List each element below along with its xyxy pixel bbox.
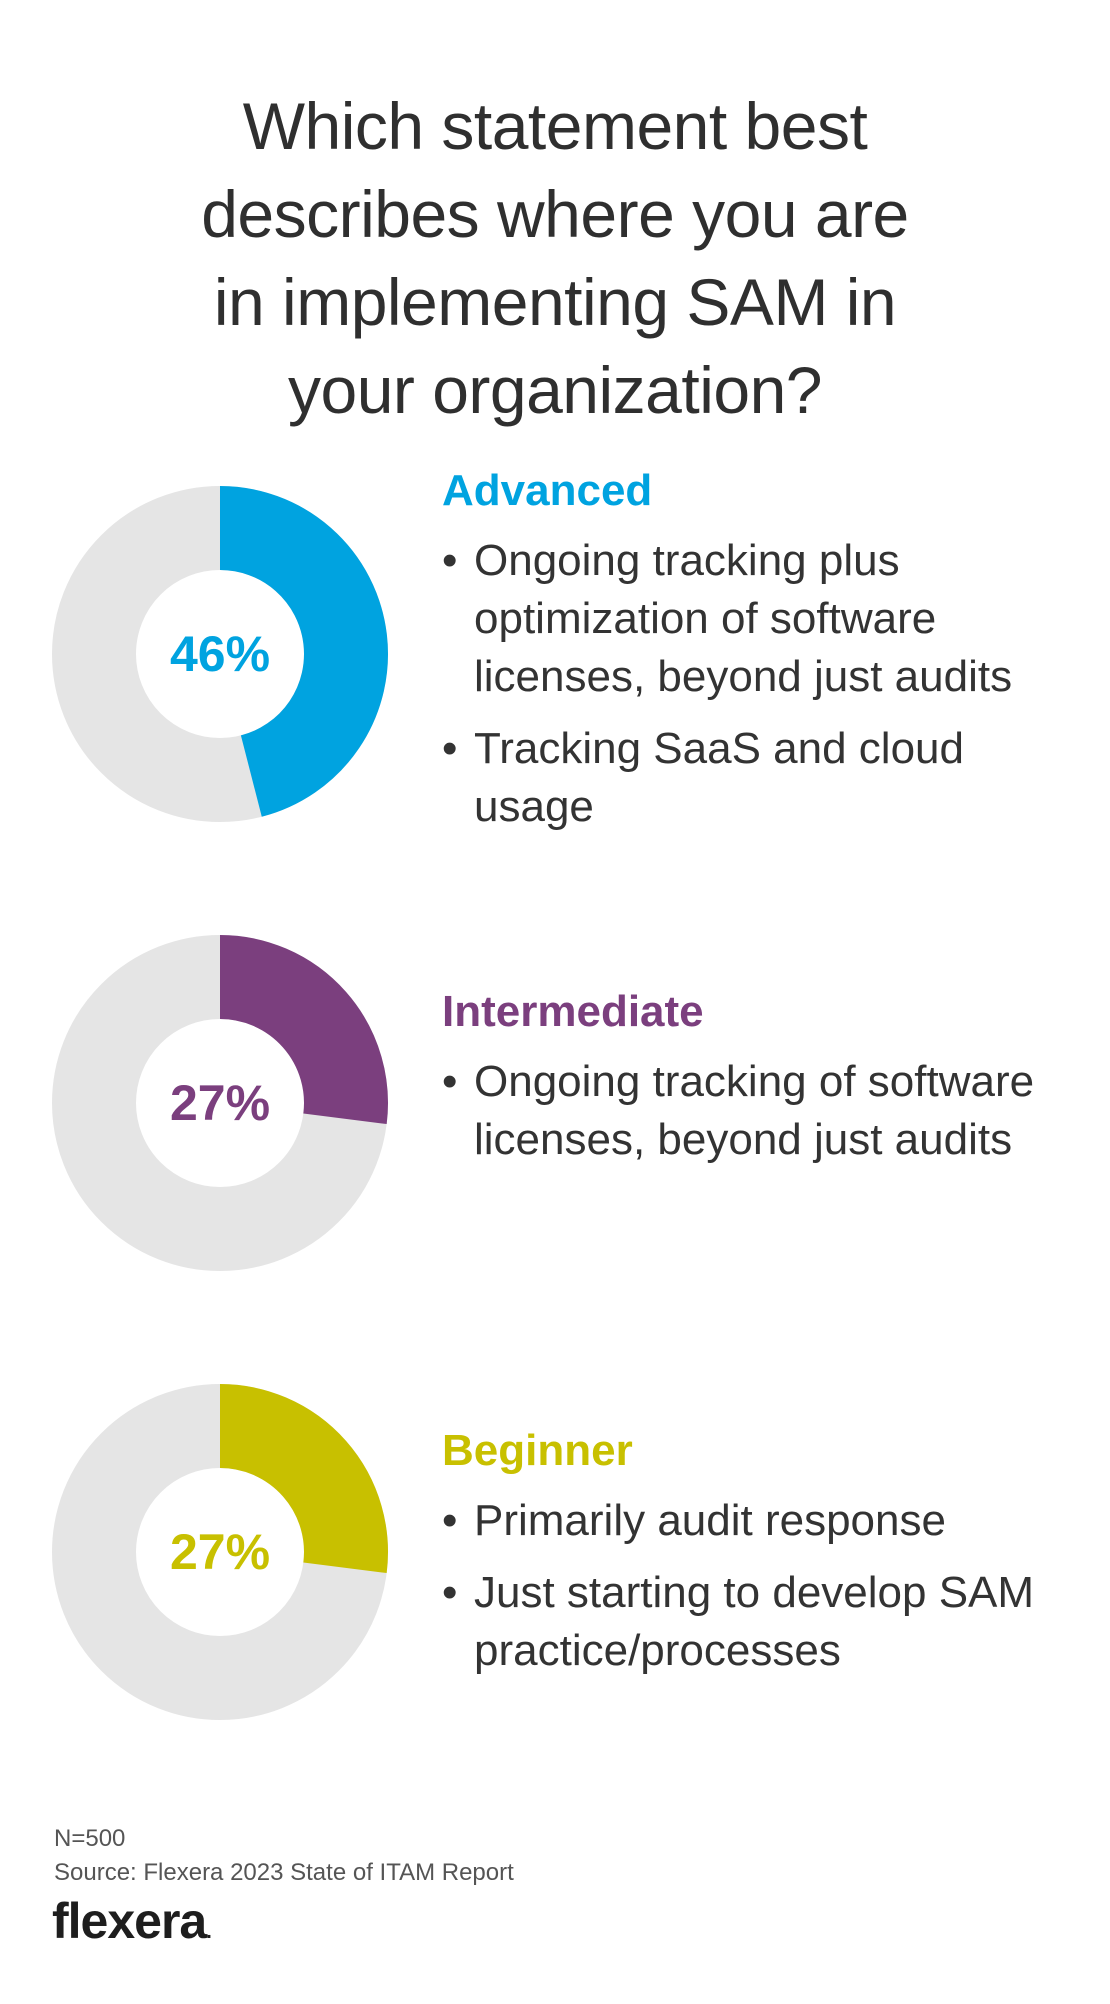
bullet-item: • Just starting to develop SAM practice/… (442, 1564, 1082, 1680)
category-description-intermediate: Intermediate • Ongoing tracking of softw… (442, 985, 1082, 1183)
category-title-beginner: Beginner (442, 1426, 633, 1475)
donut-chart-beginner: 27% (50, 1382, 390, 1722)
category-row-intermediate: 27% Intermediate • Ongoing tracking of s… (0, 933, 1110, 1293)
title-line-1: Which statement best (242, 89, 868, 164)
donut-svg-beginner (52, 1384, 388, 1720)
source-note: Source: Flexera 2023 State of ITAM Repor… (54, 1859, 514, 1886)
bullet-text: Primarily audit response (474, 1496, 946, 1545)
title-line-4: your organization? (287, 353, 823, 428)
category-description-beginner: Beginner • Primarily audit response • Ju… (442, 1424, 1082, 1694)
donut-chart-intermediate: 27% (50, 933, 390, 1273)
donut-value-label-advanced: 46% (169, 626, 271, 682)
bullet-glyph: • (442, 1496, 458, 1545)
chart-footer: N=500 Source: Flexera 2023 State of ITAM… (54, 1822, 514, 1890)
donut-value-label-intermediate: 27% (169, 1075, 271, 1131)
category-description-advanced: Advanced • Ongoing tracking plus optimiz… (442, 464, 1082, 850)
bullet-glyph: • (442, 1057, 458, 1106)
bullet-text: Ongoing tracking of software licenses, b… (474, 1057, 1035, 1164)
chart-title: Which statement best describes where you… (0, 82, 1110, 434)
bullet-item: • Tracking SaaS and cloud usage (442, 720, 1082, 836)
donut-svg-intermediate (52, 935, 388, 1271)
flexera-logo: flexera. (52, 1893, 212, 1949)
donut-slice-beginner (218, 1384, 388, 1574)
donut-slice-intermediate (218, 935, 388, 1125)
category-row-beginner: 27% Beginner • Primarily audit response … (0, 1382, 1110, 1742)
sample-size-note: N=500 (54, 1825, 126, 1852)
category-row-advanced: 46% Advanced • Ongoing tracking plus opt… (0, 466, 1110, 844)
bullet-item: • Ongoing tracking of software licenses,… (442, 1053, 1082, 1169)
bullet-text: Tracking SaaS and cloud usage (474, 724, 964, 831)
bullet-glyph: • (442, 724, 458, 773)
donut-slice-advanced (218, 486, 388, 817)
bullet-glyph: • (442, 536, 458, 585)
bullet-item: • Primarily audit response (442, 1492, 1082, 1550)
donut-svg-advanced (52, 486, 388, 822)
title-line-3: in implementing SAM in (213, 265, 897, 340)
donut-value-label-beginner: 27% (169, 1524, 271, 1580)
bullet-item: • Ongoing tracking plus optimization of … (442, 532, 1082, 706)
bullet-text: Ongoing tracking plus optimization of so… (474, 536, 1013, 701)
category-title-intermediate: Intermediate (442, 987, 704, 1036)
logo-wordmark: flexera (52, 1893, 207, 1949)
category-title-advanced: Advanced (442, 466, 653, 515)
bullet-text: Just starting to develop SAM practice/pr… (474, 1568, 1035, 1675)
donut-chart-advanced: 46% (50, 484, 390, 824)
title-line-2: describes where you are (201, 177, 909, 252)
bullet-glyph: • (442, 1568, 458, 1617)
